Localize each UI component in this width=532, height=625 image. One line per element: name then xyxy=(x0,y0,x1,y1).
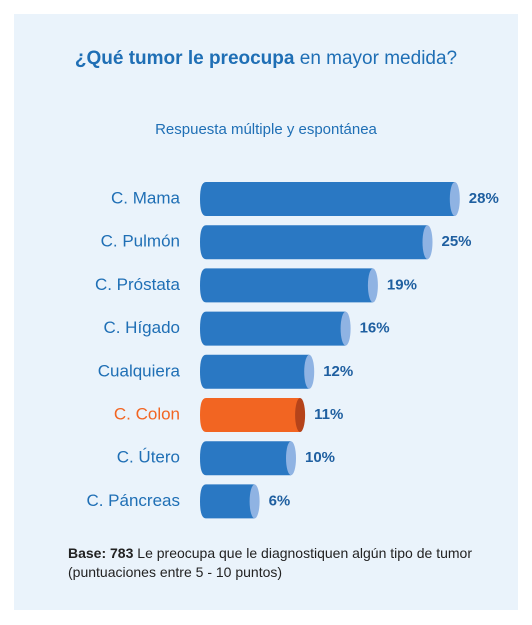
note-rest: Le preocupa que le diagnostiquen algún t… xyxy=(68,545,472,580)
bar-cap xyxy=(304,354,315,389)
bar xyxy=(200,225,428,260)
bar-cap xyxy=(340,311,351,346)
subtitle: Respuesta múltiple y espontánea xyxy=(155,121,377,138)
bar-cap xyxy=(367,268,378,303)
bar xyxy=(200,311,346,346)
bar xyxy=(200,268,373,303)
value-label: 28% xyxy=(469,190,499,207)
bar xyxy=(200,484,255,519)
value-label: 25% xyxy=(442,233,472,250)
category-label: C. Colon xyxy=(114,404,180,423)
category-label: C. Hígado xyxy=(103,318,180,337)
bar xyxy=(200,182,455,216)
bar xyxy=(200,354,310,389)
bar-cap xyxy=(286,441,296,476)
title-emphasis: ¿Qué tumor le preocupa xyxy=(74,48,295,69)
chart-title: ¿Qué tumor le preocupa en mayor medida? xyxy=(0,48,532,70)
bar-cap xyxy=(295,398,306,432)
category-label: C. Útero xyxy=(117,448,180,467)
category-label: C. Páncreas xyxy=(86,491,180,510)
category-label: C. Próstata xyxy=(95,275,181,294)
value-label: 10% xyxy=(305,449,335,466)
note-emphasis: Base: 783 xyxy=(68,545,134,561)
bar-cap xyxy=(449,182,460,216)
bar-cap xyxy=(422,225,433,260)
value-label: 11% xyxy=(314,406,343,423)
title-rest: en mayor medida? xyxy=(299,48,458,69)
value-label: 12% xyxy=(323,363,353,380)
bar xyxy=(200,441,291,476)
bar xyxy=(200,398,301,432)
value-label: 16% xyxy=(360,320,390,337)
category-label: Cualquiera xyxy=(98,361,181,380)
category-label: C. Mama xyxy=(111,188,181,207)
value-label: 6% xyxy=(269,492,291,509)
bar-cap xyxy=(249,484,260,519)
footnote: Base: 783 Le preocupa que le diagnostiqu… xyxy=(68,544,488,582)
value-label: 19% xyxy=(387,276,417,293)
category-label: C. Pulmón xyxy=(101,232,180,251)
